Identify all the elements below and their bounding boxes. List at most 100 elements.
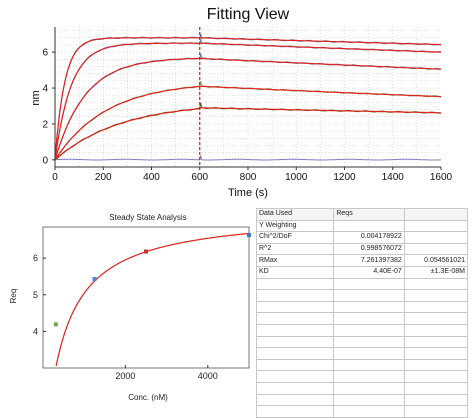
table-cell xyxy=(403,242,469,256)
table-cell xyxy=(403,370,469,383)
table-row xyxy=(255,277,469,291)
table-cell xyxy=(255,289,335,302)
table-cell xyxy=(255,393,335,407)
table-cell: ±1.3E-08M xyxy=(403,265,469,279)
table-row xyxy=(255,312,469,325)
table-cell: Data Used xyxy=(255,208,335,221)
steady-state-point-2 xyxy=(92,277,97,282)
table-row xyxy=(255,358,469,372)
fit-curve-4 xyxy=(54,85,441,161)
fit-curve-3 xyxy=(54,57,442,160)
fitting-view-x-tick-label: 1400 xyxy=(382,172,405,183)
fitting-view-x-tick-label: 400 xyxy=(143,172,160,183)
fitting-view-curves xyxy=(54,33,442,161)
fitting-view-title: Fitting View xyxy=(207,6,290,23)
table-cell xyxy=(255,405,335,418)
steady-state-point-3 xyxy=(144,249,148,254)
table-cell xyxy=(255,370,335,383)
table-cell xyxy=(403,405,469,418)
table-cell xyxy=(255,312,335,325)
fitting-view-x-tick-label: 0 xyxy=(52,172,58,183)
table-header-row: Data Used Reqs xyxy=(255,208,469,221)
steady-state-frame: 2000 4000 4 5 6 xyxy=(33,226,250,381)
steady-state-x-tick-label: 2000 xyxy=(115,371,135,381)
fitting-view-x-tick-label: 1000 xyxy=(285,172,308,183)
table-cell: 0.998576072 xyxy=(333,242,405,256)
table-cell xyxy=(403,347,469,360)
steady-state-y-tick-label: 4 xyxy=(33,326,38,336)
table-row: Y Weighting xyxy=(255,219,469,233)
fitting-view-x-tick-label: 200 xyxy=(95,172,112,183)
fitting-view-x-tick-label: 1200 xyxy=(333,172,356,183)
results-table: Data Used Reqs Y Weighting Chi^2/DoF 0.00417… xyxy=(255,208,469,418)
steady-state-x-axis-label: Conc. (nM) xyxy=(128,393,168,402)
table-row xyxy=(255,300,469,314)
table-cell xyxy=(333,358,405,372)
fitting-view-y-axis-label: nm xyxy=(30,90,42,105)
table-row xyxy=(255,347,469,360)
table-cell: KD xyxy=(255,265,335,279)
table-cell: RMax xyxy=(255,254,335,267)
table-row xyxy=(255,405,469,418)
fitting-view-x-axis-label: Time (s) xyxy=(228,187,268,199)
table-cell xyxy=(255,323,335,337)
table-cell xyxy=(403,312,469,325)
table-cell xyxy=(333,277,405,291)
table-cell: Y Weighting xyxy=(255,219,335,233)
fitting-view-grid xyxy=(55,27,441,168)
fitting-view-axes: 0 200 400 600 800 1000 1200 1400 1600 0 2 4 6 xyxy=(42,27,453,183)
table-cell xyxy=(255,335,335,349)
steady-state-x-tick-label: 4000 xyxy=(198,371,218,381)
table-cell xyxy=(403,277,469,291)
table-row xyxy=(255,289,469,302)
fitting-view-y-tick-label: 4 xyxy=(42,84,48,95)
table-cell xyxy=(403,231,469,244)
table-cell xyxy=(403,358,469,372)
table-row: Chi^2/DoF 0.004178922 xyxy=(255,231,469,244)
fit-curve-1 xyxy=(54,37,441,160)
steady-state-y-tick-label: 6 xyxy=(33,253,38,263)
table-row xyxy=(255,370,469,383)
table-cell xyxy=(255,300,335,314)
fitting-view-x-tick-label: 600 xyxy=(191,172,208,183)
table-row xyxy=(255,323,469,337)
steady-state-plot-area xyxy=(42,226,250,369)
table-row xyxy=(255,393,469,407)
table-cell xyxy=(333,300,405,314)
table-cell: 4.40E-07 xyxy=(333,265,405,279)
table-row: KD 4.40E-07 ±1.3E-08M xyxy=(255,265,469,279)
table-cell: 7.261397382 xyxy=(333,254,405,267)
fitting-view-chart: Fitting View 0 200 400 600 800 1000 1200 1400 16… xyxy=(30,6,453,199)
steady-state-title: Steady State Analysis xyxy=(109,213,186,222)
fitting-view-x-tick-label: 1600 xyxy=(430,172,453,183)
table-cell: R^2 xyxy=(255,242,335,256)
fit-curve-5 xyxy=(54,107,441,161)
fitting-view-y-tick-label: 2 xyxy=(42,119,48,130)
table-cell xyxy=(403,393,469,407)
table-cell xyxy=(255,277,335,291)
table-cell xyxy=(333,347,405,360)
table-cell xyxy=(333,405,405,418)
table-cell xyxy=(403,208,469,221)
table-cell xyxy=(403,289,469,302)
table-cell xyxy=(403,323,469,337)
table-row xyxy=(255,335,469,349)
steady-state-point-4 xyxy=(247,233,251,238)
table-cell xyxy=(255,358,335,372)
steady-state-point-1 xyxy=(53,322,58,327)
table-cell: 0.004178922 xyxy=(333,231,405,244)
table-cell xyxy=(255,381,335,395)
steady-state-chart: Steady State Analysis 2000 4000 4 5 6 Conc. … xyxy=(9,213,251,402)
steady-state-y-tick-label: 5 xyxy=(33,290,38,300)
table-row xyxy=(255,381,469,395)
table-cell: 0.054561021 xyxy=(403,254,469,267)
table-cell xyxy=(333,370,405,383)
table-cell xyxy=(333,381,405,395)
fitting-view-y-tick-label: 6 xyxy=(42,48,48,59)
fit-curve-2 xyxy=(54,42,441,160)
steady-state-fit-curve xyxy=(55,232,250,367)
fitting-view-y-tick-label: 0 xyxy=(42,155,48,166)
table-cell xyxy=(333,323,405,337)
fitting-view-x-tick-label: 800 xyxy=(240,172,257,183)
table-cell: Reqs xyxy=(333,208,405,221)
